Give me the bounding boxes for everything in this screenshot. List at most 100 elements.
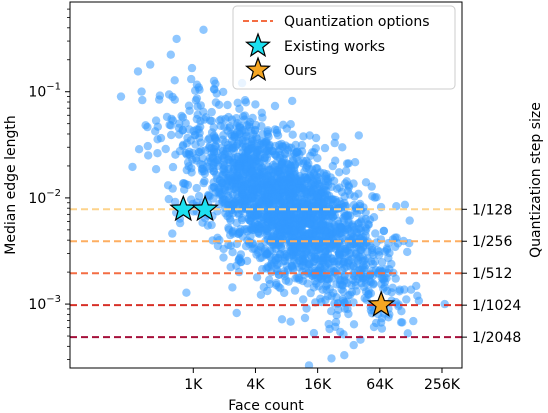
scatter-point (234, 255, 244, 264)
scatter-point (205, 153, 214, 163)
scatter-point (352, 227, 361, 237)
y-tick-label: 10−2 (28, 188, 61, 207)
scatter-point (240, 111, 250, 120)
right-axis-ticks: 1/128 1/256 1/512 1/1024 1/2048 (462, 202, 521, 346)
legend-existing-star (244, 32, 272, 58)
scatter-point (209, 84, 219, 94)
scatter-point (205, 164, 214, 173)
scatter-point (363, 247, 372, 256)
scatter-point (255, 158, 265, 168)
scatter-point (328, 161, 337, 171)
scatter-point (394, 302, 403, 311)
scatter-point (246, 155, 256, 164)
scatter-point (178, 179, 188, 188)
scatter-point (275, 250, 285, 259)
scatter-point (194, 191, 204, 201)
y-axis-label: Median edge length (3, 115, 19, 254)
scatter-point (287, 180, 296, 190)
scatter-point (128, 162, 137, 172)
scatter-point (309, 328, 319, 338)
scatter-point (312, 279, 321, 288)
scatter-point (214, 187, 223, 197)
scatter-point (263, 205, 272, 215)
scatter-point (262, 264, 271, 273)
scatter-point (300, 199, 309, 209)
scatter-point (153, 135, 162, 144)
scatter-point (335, 168, 344, 177)
scatter-point (377, 258, 387, 267)
scatter-point (164, 90, 174, 99)
scatter-point (261, 237, 270, 246)
scatter-point (413, 291, 422, 300)
scatter-point (379, 226, 388, 236)
scatter-point (191, 140, 200, 149)
scatter-point (359, 203, 368, 212)
scatter-point (219, 131, 228, 140)
scatter-point (195, 133, 204, 142)
x-tick-label: 4K (246, 377, 265, 393)
scatter-point (265, 252, 275, 261)
scatter-point (223, 173, 232, 183)
scatter-point (317, 274, 326, 283)
scatter-point (305, 131, 314, 140)
scatter-point (286, 173, 296, 182)
scatter-point (373, 246, 382, 255)
scatter-point (316, 237, 326, 246)
scatter-point (175, 218, 185, 228)
scatter-point (178, 113, 188, 122)
scatter-point (270, 258, 279, 267)
scatter-point (390, 233, 400, 242)
scatter-point (290, 286, 300, 295)
scatter-point (226, 241, 235, 250)
scatter-point (381, 265, 390, 274)
scatter-point (233, 208, 243, 218)
scatter-point (304, 268, 313, 278)
legend-existing-label: Existing works (284, 39, 385, 55)
scatter-point (143, 141, 152, 151)
scatter-point (248, 168, 257, 177)
y-axis-ticks: 10−1 10−2 10−3 (28, 8, 70, 360)
scatter-point (155, 91, 165, 100)
scatter-point (168, 229, 177, 238)
scatter-point (344, 218, 353, 228)
scatter-point (324, 319, 333, 329)
scatter-point (170, 76, 179, 85)
scatter-point (251, 100, 260, 109)
scatter-point (146, 60, 155, 69)
scatter-point (362, 295, 371, 304)
scatter-point (330, 138, 339, 148)
scatter-point (371, 229, 380, 238)
right-tick-label: 1/512 (472, 266, 512, 282)
scatter-point (326, 222, 335, 232)
scatter-point (233, 193, 243, 202)
scatter-point (144, 151, 153, 160)
scatter-point (335, 250, 344, 259)
scatter-point (286, 193, 295, 203)
scatter-point (232, 308, 241, 318)
scatter-point (300, 313, 310, 323)
scatter-point (317, 256, 326, 265)
scatter-point (214, 100, 224, 110)
scatter-point (256, 150, 265, 159)
scatter-point (304, 361, 314, 368)
scatter-point (196, 117, 205, 126)
scatter-point (207, 220, 216, 230)
scatter-point (320, 227, 329, 236)
scatter-point (345, 256, 354, 265)
scatter-point (356, 217, 366, 226)
scatter-point (227, 115, 237, 124)
scatter-point (163, 181, 173, 190)
legend-ours-label: Ours (284, 63, 317, 79)
scatter-point (321, 210, 331, 219)
scatter-point (192, 183, 201, 193)
scatter-point (258, 113, 267, 122)
scatter-point (343, 225, 353, 234)
scatter-point (151, 127, 160, 136)
scatter-point (288, 228, 298, 237)
scatter-point (262, 199, 272, 208)
scatter-point (361, 178, 371, 187)
scatter-point (240, 181, 249, 190)
scatter-point (335, 203, 344, 213)
scatter-point (369, 280, 378, 289)
scatter-point (204, 190, 213, 200)
